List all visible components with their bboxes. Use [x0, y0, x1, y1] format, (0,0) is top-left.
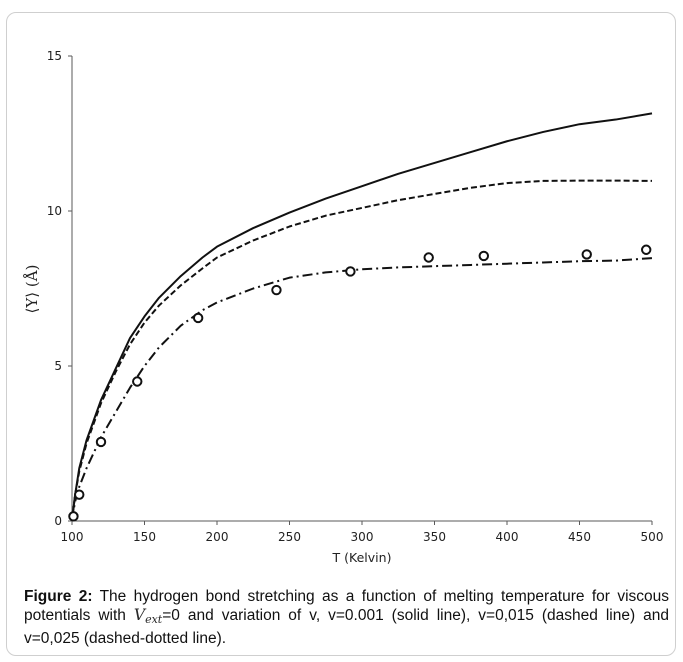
data-point-marker: [192, 312, 204, 324]
series-line-dashed: [71, 179, 653, 522]
data-point-marker: [68, 511, 79, 522]
v-subscript: ext: [145, 613, 163, 626]
caption-text-after: =0 and variation of v, v=0.001 (solid li…: [24, 607, 669, 647]
x-tick-label: 300: [351, 530, 374, 544]
data-point-marker: [345, 266, 356, 277]
y-tick-label: 15: [47, 49, 62, 63]
data-point-marker: [95, 436, 107, 448]
series-group: [71, 112, 653, 522]
data-point-marker: [581, 249, 592, 260]
figure-frame: [6, 12, 676, 656]
x-tick-label: 200: [206, 530, 229, 544]
y-tick-label: 5: [54, 359, 62, 373]
data-point-marker: [423, 252, 434, 263]
figure-caption: Figure 2: The hydrogen bond stretching a…: [24, 587, 669, 648]
x-tick-label: 250: [278, 530, 301, 544]
v-ext-symbol: Vext: [133, 606, 163, 626]
series-line-solid: [71, 112, 653, 522]
x-tick-label: 100: [61, 530, 84, 544]
data-point-marker: [132, 376, 143, 387]
data-point-marker: [641, 244, 652, 255]
data-point-marker: [478, 250, 489, 262]
v-symbol: V: [133, 606, 146, 624]
line-chart: 100 150 200 250 300 350 400 450 500 0 5 10 15 T (Ke…: [23, 49, 664, 565]
x-axis-label: T (Kelvin): [332, 550, 392, 565]
y-axis-label: ⟨Y⟩ (Å): [23, 265, 41, 314]
y-tick-label: 0: [54, 514, 62, 528]
x-tick-label: 450: [568, 530, 591, 544]
caption-text-before: The hydrogen bond stretching as a functi…: [24, 588, 669, 624]
x-tick-label: 150: [133, 530, 156, 544]
x-tick-labels: 100 150 200 250 300 350 400 450 500: [61, 521, 664, 544]
x-tick-label: 500: [641, 530, 664, 544]
marker-group: [68, 244, 652, 522]
x-tick-label: 350: [423, 530, 446, 544]
data-point-marker: [74, 489, 85, 500]
y-tick-labels: 0 5 10 15: [47, 49, 72, 528]
caption-label: Figure 2:: [24, 588, 93, 605]
data-point-marker: [271, 284, 282, 296]
axes: [71, 56, 652, 522]
x-tick-label: 400: [496, 530, 519, 544]
y-tick-label: 10: [47, 204, 62, 218]
